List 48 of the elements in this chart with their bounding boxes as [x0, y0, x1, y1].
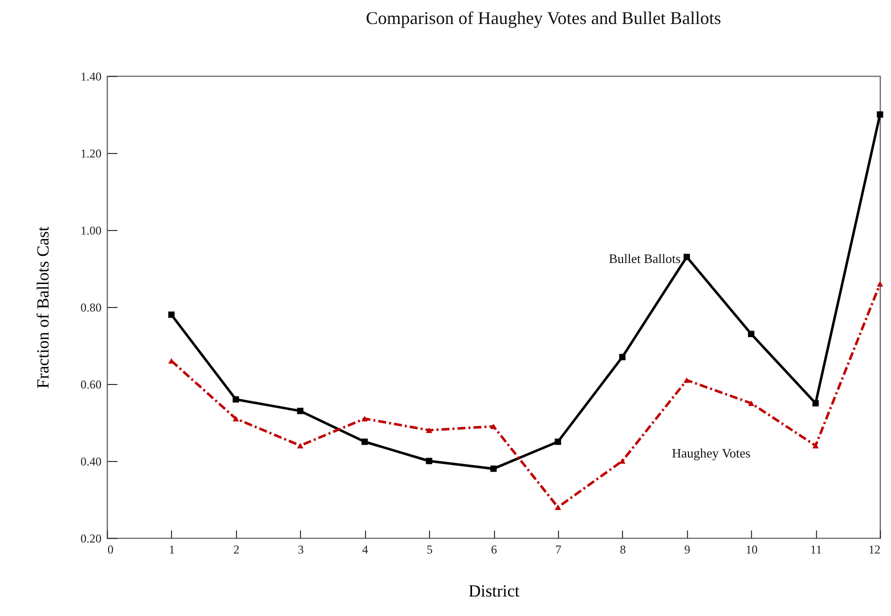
point — [812, 442, 819, 448]
point — [232, 396, 239, 403]
y-tick-label: 1.00 — [80, 224, 102, 238]
x-axis-title: District — [468, 582, 520, 600]
y-tick-label: 0.20 — [80, 532, 102, 546]
x-tick-label: 1 — [168, 542, 175, 556]
x-tick-label: 12 — [868, 542, 880, 556]
y-tick-label: 1.20 — [80, 146, 102, 160]
y-tick-label: 0.40 — [80, 454, 102, 468]
point — [876, 281, 884, 287]
point — [619, 354, 626, 360]
point — [297, 408, 304, 414]
x-tick-label: 11 — [810, 542, 822, 556]
point — [876, 111, 884, 118]
text: Haughey Votes — [672, 445, 750, 460]
x-tick-label: 5 — [426, 542, 433, 556]
point — [554, 504, 562, 510]
x-tick-label: 8 — [620, 542, 626, 556]
series-label: Bullet Ballots — [608, 250, 681, 266]
point — [297, 442, 304, 448]
y-tick-label: 1.40 — [80, 70, 102, 84]
x-tick-label: 6 — [491, 542, 497, 556]
point — [168, 312, 175, 318]
point — [748, 330, 754, 338]
point — [684, 377, 690, 383]
point — [426, 458, 432, 464]
point — [232, 416, 239, 422]
point — [490, 466, 497, 472]
x-tick-label: 2 — [233, 542, 240, 556]
point — [362, 438, 368, 445]
x-tick-label: 3 — [298, 542, 304, 556]
point — [426, 427, 432, 433]
y-tick-label: 0.80 — [80, 300, 102, 314]
point — [812, 400, 819, 406]
x-tick-label: 9 — [684, 542, 690, 556]
point — [490, 424, 497, 430]
x-tick-label: 4 — [362, 542, 368, 556]
x-tick-label: 10 — [746, 542, 758, 556]
x-tick-label: 0 — [108, 542, 114, 556]
point — [362, 416, 368, 422]
y-axis-title: Fraction of Ballots Cast — [34, 226, 52, 388]
chart-title: Comparison of Haughey Votes and Bullet Ballots — [366, 8, 722, 28]
point — [619, 458, 626, 464]
point — [684, 254, 690, 260]
point — [748, 400, 754, 406]
point — [554, 438, 562, 445]
x-tick-label: 7 — [555, 542, 562, 556]
y-tick-label: 0.60 — [80, 378, 102, 392]
